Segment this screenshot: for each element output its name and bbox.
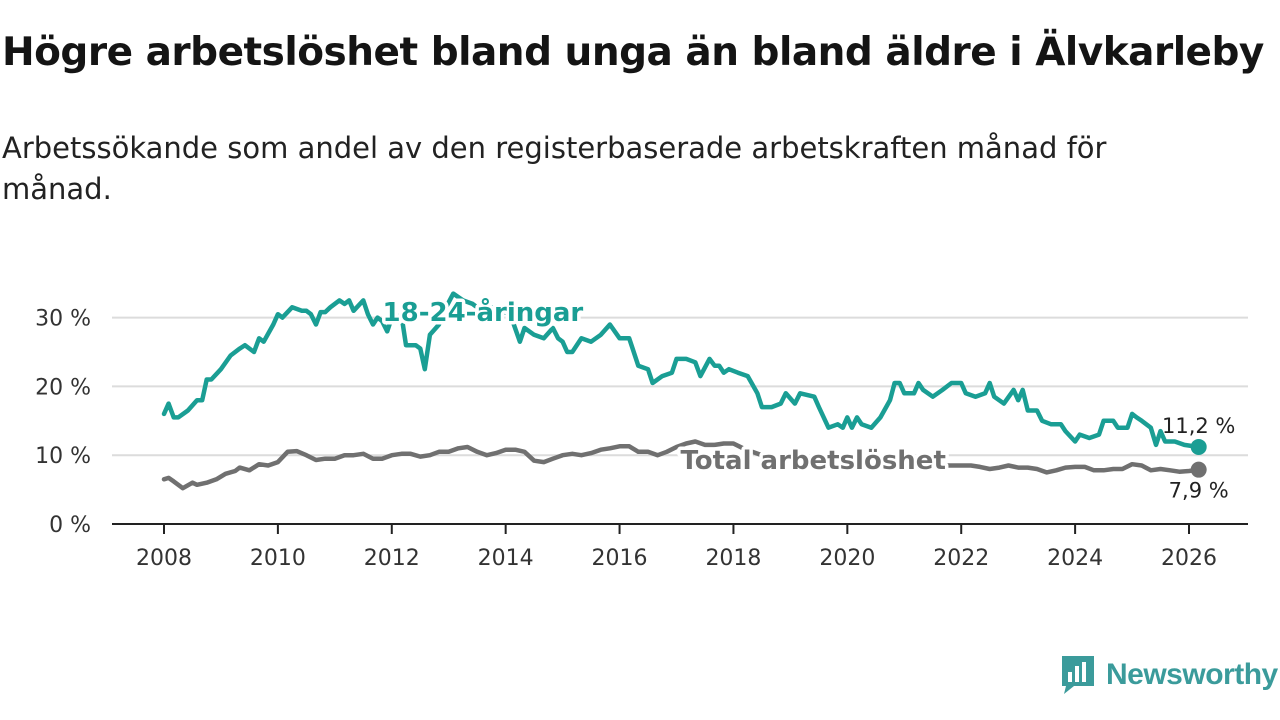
y-tick-label: 30 % <box>35 307 91 332</box>
x-tick-label: 2012 <box>364 546 420 571</box>
y-tick-label: 0 % <box>49 513 91 538</box>
series-end-marker <box>1190 438 1207 455</box>
brand-name: Newsworthy <box>1106 658 1278 691</box>
series-lines <box>161 291 1207 491</box>
series-labels: 11,2 %7,9 %18-24-åringar18-24-åringarTot… <box>379 293 1235 503</box>
page-title: Högre arbetslöshet bland unga än bland ä… <box>2 30 1264 75</box>
x-tick-label: 2016 <box>592 546 648 571</box>
x-tick-label: 2008 <box>136 546 192 571</box>
series-name-halo: Total arbetslöshet <box>680 446 945 476</box>
line-chart: 0 % 10 % 20 % 30 % 2008 2010 2012 2014 2016 2018… <box>35 291 1248 571</box>
page-subtitle: Arbetssökande som andel av den registerb… <box>2 131 1107 206</box>
series-name-halo: 18-24-åringar <box>383 296 584 328</box>
x-tick-label: 2026 <box>1161 546 1217 571</box>
x-tick-label: 2010 <box>250 546 306 571</box>
series-name-label: Total arbetslöshet <box>680 446 945 476</box>
series-end-value-label: 11,2 % <box>1162 414 1235 438</box>
series-end-value-label: 7,9 % <box>1169 479 1229 503</box>
series-name-label: 18-24-åringar <box>383 296 584 328</box>
x-tick-label: 2018 <box>705 546 761 571</box>
newsworthy-logo-icon <box>1062 656 1094 694</box>
y-tick-label: 20 % <box>35 375 91 400</box>
x-tick-label: 2024 <box>1047 546 1103 571</box>
x-tick-label: 2022 <box>933 546 989 571</box>
y-tick-label: 10 % <box>35 444 91 469</box>
y-axis-ticks: 0 % 10 % 20 % 30 % <box>35 307 91 538</box>
series-line-total <box>161 439 1201 491</box>
brand-logo: Newsworthy <box>1060 654 1278 696</box>
x-tick-label: 2014 <box>478 546 534 571</box>
series-end-marker <box>1190 461 1207 478</box>
x-axis: 2008 2010 2012 2014 2016 2018 2020 2022 2024 2026 <box>112 523 1248 571</box>
series-line-young <box>161 291 1201 450</box>
x-tick-label: 2020 <box>819 546 875 571</box>
